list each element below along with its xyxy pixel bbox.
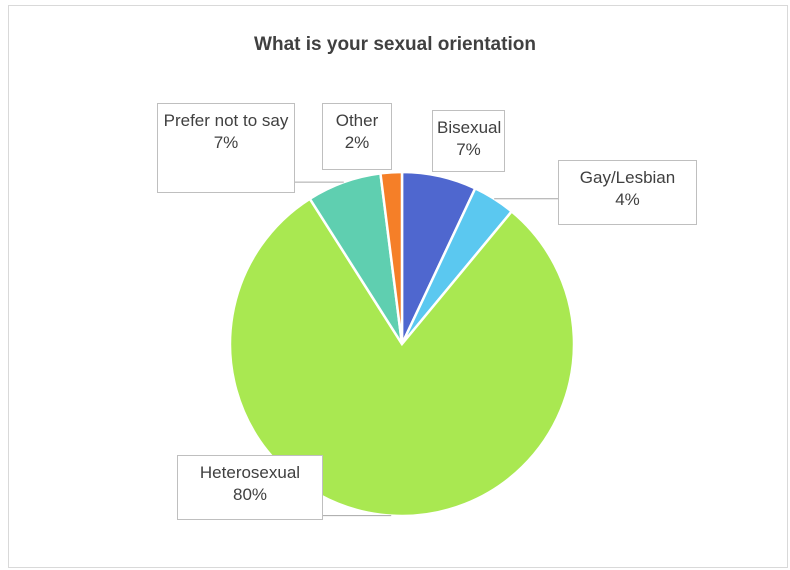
value-label: 7% (456, 140, 481, 159)
data-label: Prefer not to say 7% (157, 103, 295, 193)
category-label: Bisexual (437, 118, 502, 137)
pie-slice (228, 197, 576, 518)
category-label: Gay/Lesbian (579, 168, 676, 187)
data-label: Other 2% (322, 103, 392, 170)
category-label: Prefer not to say (163, 111, 289, 130)
data-label: Gay/Lesbian 4% (558, 160, 697, 225)
data-label: Heterosexual 80% (177, 455, 323, 520)
pie-slice (379, 170, 404, 345)
value-label: 2% (344, 133, 370, 152)
category-label: Other (335, 111, 379, 130)
category-label: Heterosexual (199, 463, 301, 482)
value-label: 80% (232, 485, 268, 504)
chart-title: What is your sexual orientation (254, 34, 536, 55)
chart-frame (8, 5, 788, 568)
value-label: 4% (615, 190, 640, 209)
data-label: Bisexual 7% (432, 110, 505, 172)
value-label: 7% (213, 133, 239, 152)
